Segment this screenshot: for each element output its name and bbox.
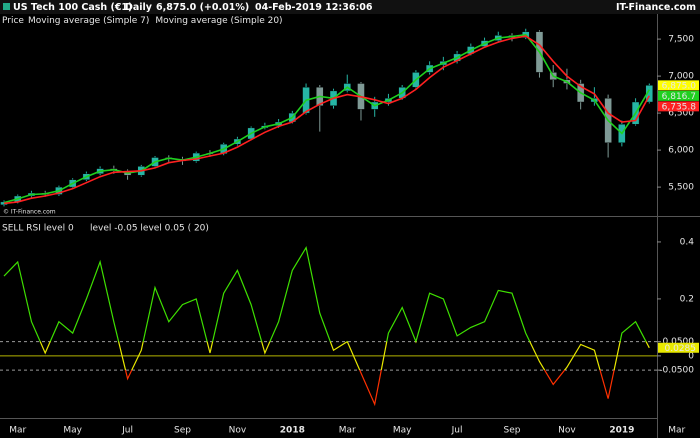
y-tick-label: 7,500 [668, 35, 694, 45]
legend-entry: Moving average (Simple 20) [155, 16, 282, 26]
last-value-label: 6,735.8 [662, 102, 697, 112]
y-tick-label: 5,500 [668, 183, 694, 193]
legend-entry: Moving average (Simple 7) [28, 16, 149, 26]
interval: Daily [125, 2, 153, 13]
x-tick-label: 2019 [609, 426, 634, 436]
timestamp: 04-Feb-2019 12:36:06 [255, 2, 373, 13]
legend-price: Price [2, 16, 24, 26]
x-tick-label: Sep [174, 426, 191, 436]
rsi-params: level -0.05 level 0.05 ( 20) [90, 224, 209, 234]
last-value-label: 0.0285 [665, 344, 697, 354]
y-tick-label: 0.2 [680, 294, 694, 304]
moving-average-line [3, 33, 650, 204]
moving-average-line [3, 35, 651, 205]
y-tick-label: 0 [688, 351, 694, 361]
header-bar [0, 0, 700, 14]
last-price: 6,875.0 (+0.01%) [156, 2, 249, 13]
y-tick-label: -0.0500 [659, 366, 694, 376]
last-value-box [658, 101, 699, 112]
x-tick-label: Mar [668, 426, 685, 436]
y-tick-label: 6,000 [668, 146, 694, 156]
candle-body [645, 85, 654, 103]
x-tick-label: Jul [451, 426, 463, 436]
x-tick-label: 2018 [280, 426, 305, 436]
last-value-label: 6,816.7 [662, 92, 696, 102]
y-tick-label: 0.4 [680, 237, 695, 247]
brand: IT-Finance.com [616, 2, 696, 13]
x-tick-label: Nov [558, 426, 576, 436]
last-value-box [658, 342, 699, 353]
y-tick-label: 7,000 [668, 72, 694, 82]
header-icon [3, 3, 10, 10]
last-value-box [658, 90, 699, 101]
last-value-label: 6,875.0 [662, 81, 697, 91]
watermark: © IT-Finance.com [3, 209, 56, 216]
x-tick-label: Jul [121, 426, 133, 436]
instrument: US Tech 100 Cash (€1) [13, 2, 132, 13]
x-tick-label: Nov [229, 426, 247, 436]
y-tick-label: 0.0500 [663, 337, 695, 347]
x-tick-label: Mar [9, 426, 26, 436]
last-value-box [658, 80, 699, 91]
y-tick-label: 6,500 [668, 109, 694, 119]
x-tick-label: May [393, 426, 412, 436]
x-tick-label: May [63, 426, 82, 436]
x-tick-label: Mar [339, 426, 356, 436]
rsi-line [3, 245, 650, 407]
rsi-title: SELL RSI level 0 [2, 224, 74, 234]
x-tick-label: Sep [504, 426, 521, 436]
